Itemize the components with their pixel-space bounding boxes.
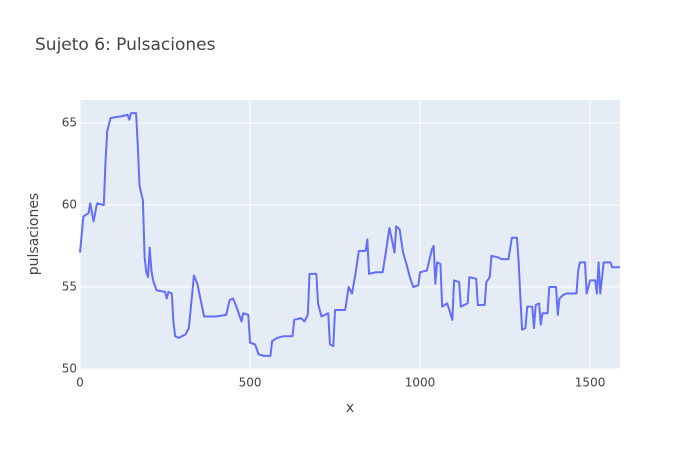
y-axis-label: pulsaciones — [26, 193, 42, 275]
plot-area — [80, 100, 620, 369]
y-tick-label: 50 — [62, 362, 77, 376]
x-tick-label: 1500 — [575, 376, 606, 390]
y-tick-label: 65 — [62, 115, 77, 129]
x-tick-label: 500 — [239, 376, 262, 390]
chart-title: Sujeto 6: Pulsaciones — [35, 35, 216, 55]
data-line — [79, 112, 620, 357]
x-tick-label: 0 — [76, 376, 84, 390]
x-tick-label: 1000 — [405, 376, 436, 390]
y-tick-label: 55 — [62, 279, 77, 293]
x-axis-label: x — [346, 400, 354, 416]
y-tick-label: 60 — [62, 197, 77, 211]
